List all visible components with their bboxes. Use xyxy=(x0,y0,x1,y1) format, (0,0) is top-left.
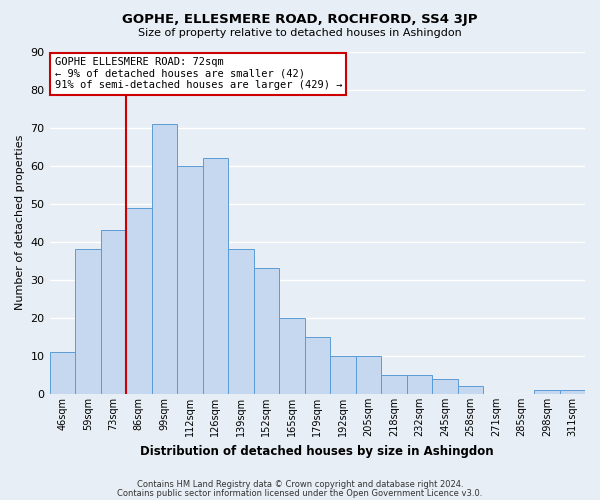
Bar xyxy=(228,250,254,394)
Bar xyxy=(101,230,126,394)
Bar xyxy=(432,379,458,394)
Bar xyxy=(126,208,152,394)
Bar xyxy=(560,390,585,394)
Bar xyxy=(305,337,330,394)
Bar xyxy=(356,356,381,394)
Bar xyxy=(458,386,483,394)
Text: Size of property relative to detached houses in Ashingdon: Size of property relative to detached ho… xyxy=(138,28,462,38)
Bar xyxy=(75,250,101,394)
X-axis label: Distribution of detached houses by size in Ashingdon: Distribution of detached houses by size … xyxy=(140,444,494,458)
Text: Contains HM Land Registry data © Crown copyright and database right 2024.: Contains HM Land Registry data © Crown c… xyxy=(137,480,463,489)
Bar xyxy=(381,375,407,394)
Text: GOPHE ELLESMERE ROAD: 72sqm
← 9% of detached houses are smaller (42)
91% of semi: GOPHE ELLESMERE ROAD: 72sqm ← 9% of deta… xyxy=(55,57,342,90)
Bar xyxy=(407,375,432,394)
Text: GOPHE, ELLESMERE ROAD, ROCHFORD, SS4 3JP: GOPHE, ELLESMERE ROAD, ROCHFORD, SS4 3JP xyxy=(122,12,478,26)
Bar xyxy=(50,352,75,394)
Bar xyxy=(279,318,305,394)
Bar xyxy=(203,158,228,394)
Bar xyxy=(330,356,356,394)
Bar xyxy=(152,124,177,394)
Y-axis label: Number of detached properties: Number of detached properties xyxy=(15,135,25,310)
Bar xyxy=(254,268,279,394)
Bar xyxy=(177,166,203,394)
Text: Contains public sector information licensed under the Open Government Licence v3: Contains public sector information licen… xyxy=(118,488,482,498)
Bar xyxy=(534,390,560,394)
